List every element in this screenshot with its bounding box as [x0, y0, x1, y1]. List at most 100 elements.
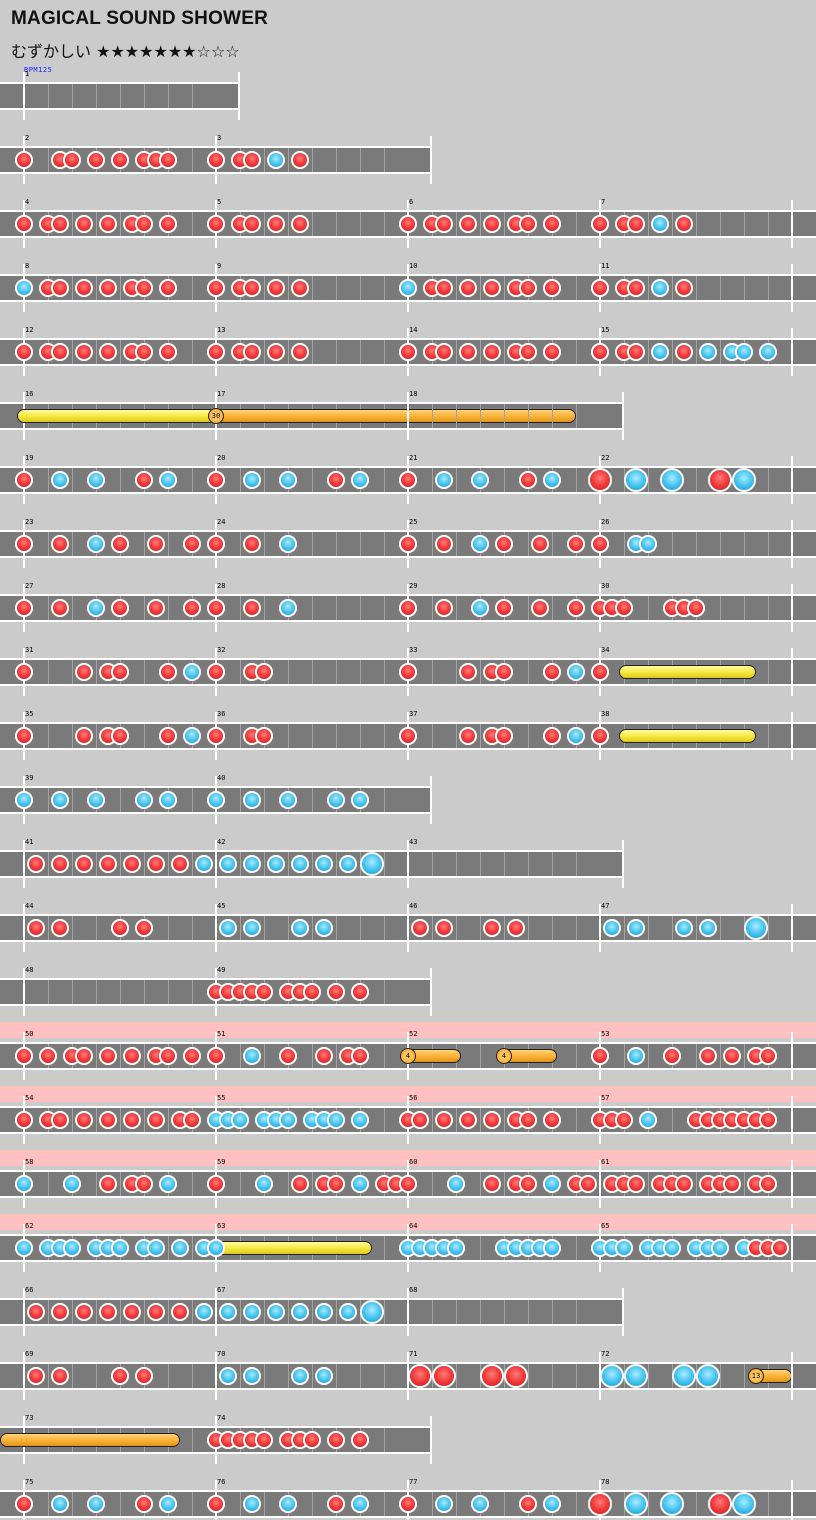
beat-line — [432, 724, 433, 748]
measure-number: 15 — [601, 326, 610, 334]
don-note — [51, 535, 69, 553]
big-don-note — [504, 1364, 528, 1388]
beat-line — [192, 340, 193, 364]
don-note — [135, 343, 153, 361]
don-note — [183, 1047, 201, 1065]
beat-line — [768, 1492, 769, 1516]
beat-line — [336, 276, 337, 300]
don-note — [435, 599, 453, 617]
ka-note — [279, 599, 297, 617]
don-note — [291, 1175, 309, 1193]
beat-line — [264, 212, 265, 236]
beat-line — [480, 340, 481, 364]
beat-line — [240, 724, 241, 748]
measure-number: 39 — [25, 774, 34, 782]
don-note — [171, 855, 189, 873]
ka-note — [627, 919, 645, 937]
beat-line — [336, 1364, 337, 1388]
barline-end — [791, 584, 793, 632]
beat-line — [264, 1492, 265, 1516]
measure-number: 54 — [25, 1094, 34, 1102]
don-note — [435, 1111, 453, 1129]
beat-line — [768, 724, 769, 748]
don-note — [675, 1175, 693, 1193]
don-note — [75, 663, 93, 681]
don-note — [111, 727, 129, 745]
beat-line — [672, 916, 673, 940]
don-note — [627, 279, 645, 297]
beat-line — [456, 404, 457, 428]
beat-line — [192, 788, 193, 812]
measure-number: 26 — [601, 518, 610, 526]
don-note — [123, 1047, 141, 1065]
beat-line — [288, 212, 289, 236]
beat-line — [456, 276, 457, 300]
don-note — [543, 343, 561, 361]
don-note — [591, 535, 609, 553]
beat-line — [768, 532, 769, 556]
beat-line — [528, 532, 529, 556]
don-note — [327, 471, 345, 489]
beat-line — [96, 84, 97, 108]
don-note — [207, 1175, 225, 1193]
measure-number: 63 — [217, 1222, 226, 1230]
beat-line — [576, 468, 577, 492]
don-note — [135, 1175, 153, 1193]
ka-note — [111, 1239, 129, 1257]
beat-line — [576, 1300, 577, 1324]
ka-note — [339, 855, 357, 873]
don-note — [519, 279, 537, 297]
beat-line — [456, 852, 457, 876]
don-note — [123, 1111, 141, 1129]
ka-note — [351, 791, 369, 809]
barline-end — [791, 328, 793, 376]
drumroll-bar — [211, 1241, 372, 1255]
beat-line — [384, 468, 385, 492]
don-note — [279, 1047, 297, 1065]
beat-line — [456, 596, 457, 620]
beat-line — [696, 212, 697, 236]
beat-line — [144, 532, 145, 556]
measure-number: 78 — [601, 1478, 610, 1486]
measure-number: 77 — [409, 1478, 418, 1486]
don-note — [27, 1367, 45, 1385]
beat-line — [72, 1492, 73, 1516]
measure-number: 61 — [601, 1158, 610, 1166]
beat-line — [576, 212, 577, 236]
don-note — [111, 919, 129, 937]
beat-line — [240, 788, 241, 812]
beat-line — [96, 1044, 97, 1068]
ka-note — [267, 1303, 285, 1321]
drumroll-bar — [17, 409, 216, 423]
measure-number: 64 — [409, 1222, 418, 1230]
don-note — [399, 727, 417, 745]
ka-note — [543, 1495, 561, 1513]
measure-number: 53 — [601, 1030, 610, 1038]
beat-line — [432, 1172, 433, 1196]
don-note — [15, 215, 33, 233]
measure-number: 72 — [601, 1350, 610, 1358]
ka-note — [219, 1367, 237, 1385]
measure-number: 29 — [409, 582, 418, 590]
don-note — [99, 1175, 117, 1193]
beat-line — [48, 724, 49, 748]
barline — [599, 904, 601, 952]
measure-number: 71 — [409, 1350, 418, 1358]
ka-note — [351, 1495, 369, 1513]
ka-note — [567, 727, 585, 745]
ka-note — [435, 1495, 453, 1513]
don-note — [543, 663, 561, 681]
don-note — [15, 1047, 33, 1065]
beat-line — [96, 1364, 97, 1388]
beat-line — [48, 788, 49, 812]
ka-note — [159, 471, 177, 489]
don-note — [75, 279, 93, 297]
beat-line — [768, 596, 769, 620]
don-note — [135, 215, 153, 233]
big-don-note — [588, 468, 612, 492]
beat-line — [384, 1108, 385, 1132]
beat-line — [120, 468, 121, 492]
measure-number: 5 — [217, 198, 222, 206]
beat-line — [384, 596, 385, 620]
beat-line — [96, 212, 97, 236]
